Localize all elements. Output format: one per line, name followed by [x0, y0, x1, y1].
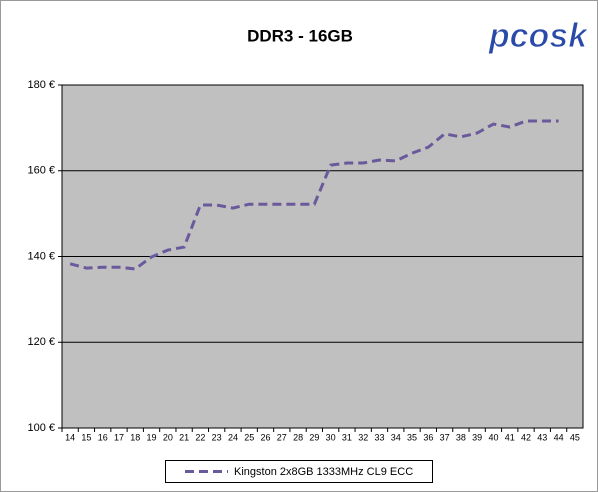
x-tick-label: 32 — [358, 432, 368, 442]
x-tick-label: 15 — [81, 432, 91, 442]
x-tick-label: 19 — [147, 432, 157, 442]
x-tick-label: 20 — [163, 432, 173, 442]
legend-box — [165, 460, 433, 483]
y-tick-label: 100 € — [27, 422, 55, 434]
logo: pcosk — [488, 17, 589, 55]
x-tick-label: 18 — [130, 432, 140, 442]
data-line — [69, 119, 559, 271]
y-tick-label: 160 € — [27, 165, 55, 177]
x-tick-label: 31 — [342, 432, 352, 442]
x-tick-label: 21 — [179, 432, 189, 442]
x-tick-label: 41 — [505, 432, 515, 442]
x-tick-label: 44 — [554, 432, 564, 442]
x-tick-label: 16 — [98, 432, 108, 442]
x-tick-label: 38 — [456, 432, 466, 442]
x-tick-label: 30 — [326, 432, 336, 442]
x-tick-label: 45 — [570, 432, 580, 442]
x-tick-label: 39 — [472, 432, 482, 442]
x-tick-label: 40 — [488, 432, 498, 442]
x-tick-label: 29 — [309, 432, 319, 442]
x-tick-label: 37 — [440, 432, 450, 442]
x-tick-label: 17 — [114, 432, 124, 442]
x-tick-label: 27 — [277, 432, 287, 442]
x-tick-label: 26 — [261, 432, 271, 442]
y-tick-label: 120 € — [27, 336, 55, 348]
x-tick-label: 25 — [244, 432, 254, 442]
chart-title: DDR3 - 16GB — [247, 26, 353, 45]
y-tick-label: 140 € — [27, 250, 55, 262]
x-tick-label: 23 — [212, 432, 222, 442]
x-tick-label: 14 — [65, 432, 75, 442]
x-tick-label: 35 — [407, 432, 417, 442]
x-tick-label: 22 — [195, 432, 205, 442]
x-tick-label: 24 — [228, 432, 238, 442]
x-tick-label: 43 — [537, 432, 547, 442]
x-tick-label: 28 — [293, 432, 303, 442]
x-tick-label: 34 — [391, 432, 401, 442]
x-tick-label: 36 — [423, 432, 433, 442]
x-tick-label: 42 — [521, 432, 531, 442]
legend-label: Kingston 2x8GB 1333MHz CL9 ECC — [234, 466, 413, 478]
y-tick-label: 180 € — [27, 79, 55, 91]
x-tick-label: 33 — [374, 432, 384, 442]
